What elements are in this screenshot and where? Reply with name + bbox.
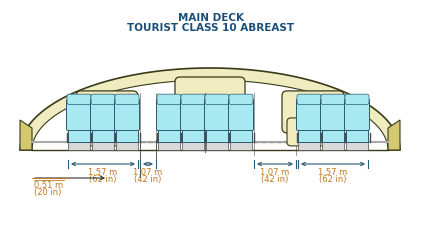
Text: MAIN DECK: MAIN DECK — [178, 13, 243, 23]
Text: 1.07 m: 1.07 m — [133, 167, 163, 176]
FancyBboxPatch shape — [345, 95, 369, 105]
Bar — [230, 130, 252, 142]
Bar — [92, 142, 114, 150]
FancyBboxPatch shape — [344, 100, 370, 131]
Bar — [206, 142, 228, 150]
FancyBboxPatch shape — [205, 100, 229, 131]
FancyBboxPatch shape — [67, 100, 91, 131]
Text: 0.51 m: 0.51 m — [34, 180, 63, 189]
Polygon shape — [388, 120, 400, 150]
Text: (42 in): (42 in) — [261, 174, 289, 183]
FancyBboxPatch shape — [157, 100, 181, 131]
Bar — [92, 130, 114, 142]
FancyBboxPatch shape — [101, 118, 133, 146]
Bar — [158, 142, 180, 150]
Bar — [322, 130, 344, 142]
Bar — [298, 130, 320, 142]
FancyBboxPatch shape — [208, 100, 240, 128]
Text: 1.57 m: 1.57 m — [88, 167, 117, 176]
FancyBboxPatch shape — [91, 95, 115, 105]
FancyBboxPatch shape — [175, 78, 245, 116]
FancyBboxPatch shape — [229, 95, 253, 105]
FancyBboxPatch shape — [320, 100, 346, 131]
FancyBboxPatch shape — [181, 100, 205, 131]
FancyBboxPatch shape — [181, 95, 205, 105]
Bar — [182, 130, 204, 142]
Text: (62 in): (62 in) — [89, 174, 117, 183]
Bar — [322, 142, 344, 150]
Bar — [182, 142, 204, 150]
FancyBboxPatch shape — [296, 100, 322, 131]
Text: 1.57 m: 1.57 m — [318, 167, 348, 176]
Bar — [116, 142, 138, 150]
FancyBboxPatch shape — [115, 100, 139, 131]
Text: (62 in): (62 in) — [319, 174, 347, 183]
Bar — [68, 130, 90, 142]
FancyBboxPatch shape — [67, 95, 91, 105]
Polygon shape — [20, 69, 400, 150]
Bar — [230, 142, 252, 150]
Bar — [298, 142, 320, 150]
FancyBboxPatch shape — [180, 100, 212, 128]
FancyBboxPatch shape — [321, 95, 345, 105]
FancyBboxPatch shape — [297, 95, 321, 105]
FancyBboxPatch shape — [287, 118, 319, 146]
Bar — [68, 142, 90, 150]
Text: TOURIST CLASS 10 ABREAST: TOURIST CLASS 10 ABREAST — [127, 23, 294, 33]
FancyBboxPatch shape — [157, 95, 181, 105]
Polygon shape — [20, 120, 32, 150]
Bar — [116, 130, 138, 142]
Text: (20 in): (20 in) — [34, 187, 61, 196]
FancyBboxPatch shape — [229, 100, 253, 131]
Bar — [206, 130, 228, 142]
FancyBboxPatch shape — [282, 92, 344, 134]
Bar — [346, 142, 368, 150]
Polygon shape — [32, 81, 388, 150]
Bar — [346, 130, 368, 142]
FancyBboxPatch shape — [91, 100, 115, 131]
FancyBboxPatch shape — [81, 118, 113, 146]
FancyBboxPatch shape — [307, 118, 339, 146]
Text: (42 in): (42 in) — [134, 174, 162, 183]
Text: 1.07 m: 1.07 m — [260, 167, 290, 176]
FancyBboxPatch shape — [76, 92, 138, 134]
FancyBboxPatch shape — [115, 95, 139, 105]
FancyBboxPatch shape — [205, 95, 229, 105]
Bar — [158, 130, 180, 142]
